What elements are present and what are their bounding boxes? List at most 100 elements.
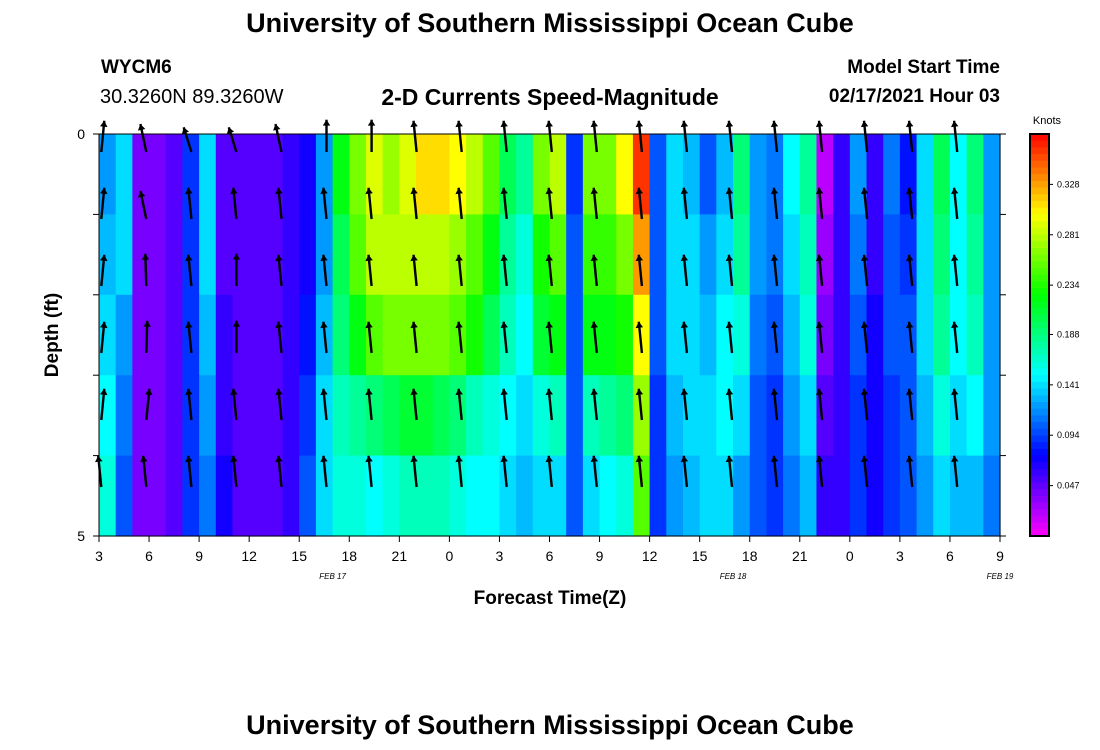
colorbar-segment — [1030, 428, 1049, 437]
heatmap-cell — [666, 294, 684, 376]
current-arrow — [455, 120, 463, 153]
colorbar-segment — [1030, 308, 1049, 316]
colorbar-segment — [1030, 201, 1049, 209]
current-arrow — [410, 321, 418, 354]
heatmap-cell — [949, 375, 968, 457]
colorbar-segment — [1030, 361, 1049, 370]
heatmap-cell — [816, 294, 834, 376]
heatmap-cell — [132, 455, 150, 537]
heatmap-cell — [799, 294, 818, 376]
heatmap-cell — [516, 134, 534, 215]
heatmap-cell — [899, 455, 918, 537]
heatmap-cell — [966, 134, 984, 215]
heatmap-cell — [332, 134, 350, 215]
colorbar-segment — [1030, 355, 1049, 363]
current-arrow — [226, 126, 238, 153]
current-arrow — [770, 254, 779, 287]
colorbar-segment — [1030, 214, 1049, 222]
current-arrow — [770, 388, 779, 421]
current-arrow — [320, 455, 328, 488]
heatmap-cell — [149, 455, 167, 537]
heatmap-cell — [682, 214, 701, 296]
x-tick-label: 6 — [145, 548, 153, 564]
heatmap-cell — [649, 134, 667, 215]
current-arrow — [500, 388, 508, 421]
y-tick-label: 5 — [77, 528, 85, 544]
colorbar-segment — [1030, 328, 1049, 336]
heatmap-cell — [666, 214, 684, 296]
heatmap-cell — [849, 134, 868, 215]
colorbar-segment — [1030, 154, 1049, 162]
heatmap-cell — [215, 294, 234, 376]
x-tick-label: 12 — [241, 548, 257, 564]
colorbar-segment — [1030, 321, 1049, 329]
heatmap-cell — [332, 375, 350, 457]
heatmap-cell — [899, 294, 918, 376]
current-arrow — [590, 388, 598, 421]
heatmap-cell — [783, 294, 801, 376]
current-arrow — [455, 455, 463, 488]
colorbar-frame — [1029, 133, 1050, 537]
colorbar-segment — [1030, 381, 1049, 390]
heatmap-cell — [649, 214, 667, 296]
heatmap-cell — [549, 134, 567, 215]
current-arrow — [455, 388, 463, 421]
heatmap-cell — [232, 375, 250, 457]
current-arrow — [905, 120, 914, 153]
heatmap-cell — [182, 214, 200, 296]
heatmap-cell — [916, 214, 934, 296]
current-arrow — [320, 254, 328, 287]
heatmap-cell — [766, 375, 784, 457]
heatmap-cell — [983, 214, 1001, 296]
heatmap-cell — [983, 455, 1001, 537]
colorbar-segment — [1030, 435, 1049, 443]
heatmap-cell — [365, 375, 384, 457]
heatmap-cell — [482, 375, 501, 457]
current-arrow — [635, 455, 644, 488]
page-title: University of Southern Mississippi Ocean… — [246, 8, 854, 38]
x-tick-label: 18 — [742, 548, 758, 564]
heatmap-cell — [516, 214, 534, 296]
colorbar-tick-label: 0.234 — [1057, 280, 1080, 290]
heatmap-cell — [849, 455, 868, 537]
current-arrow — [100, 254, 108, 287]
heatmap-cell — [566, 375, 584, 457]
heatmap-cell — [966, 455, 984, 537]
current-arrow — [815, 455, 824, 488]
heatmap-cell — [132, 375, 150, 457]
heatmap-cell — [549, 455, 567, 537]
heatmap-cell — [482, 134, 501, 215]
current-vectors — [95, 119, 959, 488]
colorbar-segment — [1030, 475, 1049, 483]
colorbar-segment — [1030, 160, 1049, 169]
heatmap-cell — [466, 375, 484, 457]
x-tick-label: 9 — [195, 548, 203, 564]
current-arrow — [100, 388, 108, 421]
colorbar-segment — [1030, 502, 1049, 510]
colorbar-segment — [1030, 180, 1049, 189]
current-arrow — [100, 120, 108, 153]
heatmap-cell — [766, 134, 784, 215]
colorbar-segment — [1030, 221, 1049, 229]
heatmap-cell — [165, 294, 184, 376]
heatmap-cell — [783, 214, 801, 296]
heatmap-cell — [599, 134, 617, 215]
heatmap-cell — [249, 134, 267, 215]
current-arrow — [410, 120, 418, 153]
heatmap-cell — [282, 294, 300, 376]
heatmap-cell — [833, 214, 851, 296]
heatmap-cell — [733, 455, 751, 537]
current-arrow — [815, 187, 824, 220]
colorbar-segment — [1030, 402, 1049, 410]
current-arrow — [770, 321, 779, 354]
heatmap-cell — [115, 455, 133, 537]
heatmap-cell — [199, 455, 217, 537]
current-arrow — [545, 455, 553, 488]
y-axis-label: Depth (ft) — [42, 293, 63, 377]
heatmap-cell — [632, 455, 651, 537]
heatmap-cell — [115, 214, 133, 296]
heatmap-cell — [315, 375, 334, 457]
heatmap-cell — [799, 455, 818, 537]
colorbar-segment — [1030, 469, 1049, 477]
heatmap-cell — [549, 214, 567, 296]
